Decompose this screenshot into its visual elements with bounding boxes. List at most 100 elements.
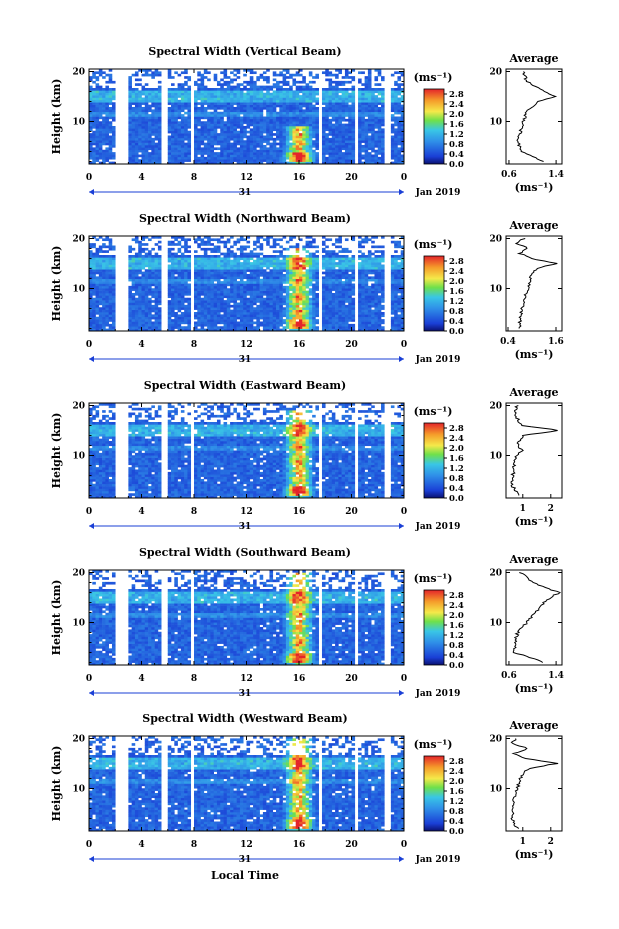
heatmap-cell — [105, 149, 109, 153]
heatmap-cell — [95, 255, 100, 258]
heatmap-cell — [262, 128, 267, 132]
heatmap-cell — [128, 95, 132, 98]
heatmap-cell — [262, 154, 267, 158]
heatmap-cell — [207, 137, 211, 141]
heatmap-cell — [256, 114, 260, 117]
heatmap-cell — [302, 140, 306, 143]
heatmap-cell — [167, 145, 172, 148]
heatmap-cell — [177, 104, 182, 108]
heatmap-cell — [292, 319, 297, 322]
heatmap-cell — [207, 288, 211, 291]
heatmap-cell — [95, 114, 100, 117]
heatmap-cell — [272, 154, 277, 158]
heatmap-cell — [144, 145, 149, 148]
heatmap-cell — [364, 145, 369, 148]
heatmap-cell — [262, 326, 267, 329]
heatmap-cell — [246, 269, 251, 272]
heatmap-cell — [390, 149, 395, 153]
heatmap-cell — [141, 126, 146, 129]
heatmap-cell — [269, 145, 274, 148]
heatmap-cell — [305, 142, 310, 146]
heatmap-cell — [128, 314, 132, 318]
heatmap-cell — [111, 307, 116, 310]
heatmap-cell — [371, 109, 375, 113]
heatmap-cell — [394, 99, 398, 103]
heatmap-cell — [138, 309, 142, 313]
heatmap-cell — [177, 300, 182, 303]
heatmap-cell — [243, 297, 247, 301]
heatmap-cell — [400, 159, 405, 162]
heatmap-cell — [207, 316, 211, 320]
heatmap-cell — [233, 300, 237, 303]
heatmap-cell — [289, 137, 293, 141]
heatmap-cell — [374, 161, 379, 165]
heatmap-cell — [223, 152, 228, 155]
heatmap-cell — [239, 123, 244, 127]
heatmap-cell — [167, 302, 172, 306]
heatmap-cell — [167, 114, 172, 117]
heatmap-cell — [341, 123, 346, 127]
heatmap-cell — [282, 135, 287, 139]
heatmap-cell — [276, 104, 280, 108]
heatmap-cell — [131, 156, 136, 160]
heatmap-cell — [397, 149, 402, 153]
heatmap-cell — [292, 78, 297, 82]
heatmap-cell — [253, 80, 257, 84]
heatmap-cell — [331, 116, 336, 120]
heatmap-cell — [259, 76, 264, 79]
heatmap-cell — [243, 159, 247, 162]
heatmap-cell — [259, 85, 264, 89]
heatmap-cell — [253, 278, 257, 282]
heatmap-cell — [269, 323, 274, 327]
heatmap-cell — [367, 97, 372, 101]
heatmap-cell — [105, 304, 109, 308]
heatmap-cell — [184, 247, 188, 251]
heatmap-cell — [210, 262, 214, 265]
heatmap-cell — [371, 135, 375, 139]
heatmap-cell — [292, 281, 297, 284]
heatmap-cell — [108, 264, 113, 268]
heatmap-cell — [243, 238, 247, 242]
heatmap-cell — [200, 281, 205, 284]
heatmap-cell — [167, 126, 172, 129]
heatmap-cell — [256, 145, 260, 148]
heatmap-cell — [89, 126, 93, 129]
heatmap-cell — [351, 142, 356, 146]
heatmap-cell — [262, 238, 267, 242]
heatmap-cell — [92, 300, 96, 303]
heatmap-cell — [220, 293, 224, 296]
heatmap-cell — [279, 293, 283, 296]
heatmap-cell — [171, 111, 175, 115]
heatmap-cell — [351, 159, 356, 162]
heatmap-cell — [180, 92, 185, 96]
heatmap-cell — [148, 278, 152, 282]
heatmap-cell — [105, 309, 109, 313]
heatmap-cell — [341, 99, 346, 103]
heatmap-cell — [148, 142, 152, 146]
heatmap-cell — [351, 156, 356, 160]
heatmap-cell — [269, 271, 274, 275]
heatmap-cell — [285, 278, 290, 282]
heatmap-cell — [134, 123, 139, 127]
heatmap-cell — [148, 152, 152, 155]
heatmap-cell — [328, 137, 333, 141]
heatmap-cell — [154, 73, 159, 77]
heatmap-cell — [223, 109, 228, 113]
heatmap-cell — [374, 140, 379, 143]
heatmap-cell — [128, 271, 132, 275]
heatmap-cell — [144, 102, 149, 105]
heatmap-cell — [276, 302, 280, 306]
heatmap-cell — [141, 321, 146, 325]
heatmap-cell — [295, 314, 300, 318]
heatmap-cell — [249, 281, 254, 284]
heatmap-cell — [325, 114, 329, 117]
heatmap-cell — [95, 130, 100, 134]
heatmap-cell — [338, 95, 342, 98]
heatmap-cell — [295, 88, 300, 91]
heatmap-cell — [367, 130, 372, 134]
heatmap-cell — [184, 135, 188, 139]
heatmap-cell — [92, 328, 96, 332]
heatmap-cell — [151, 328, 155, 332]
heatmap-cell — [282, 297, 287, 301]
heatmap-cell — [187, 116, 192, 120]
